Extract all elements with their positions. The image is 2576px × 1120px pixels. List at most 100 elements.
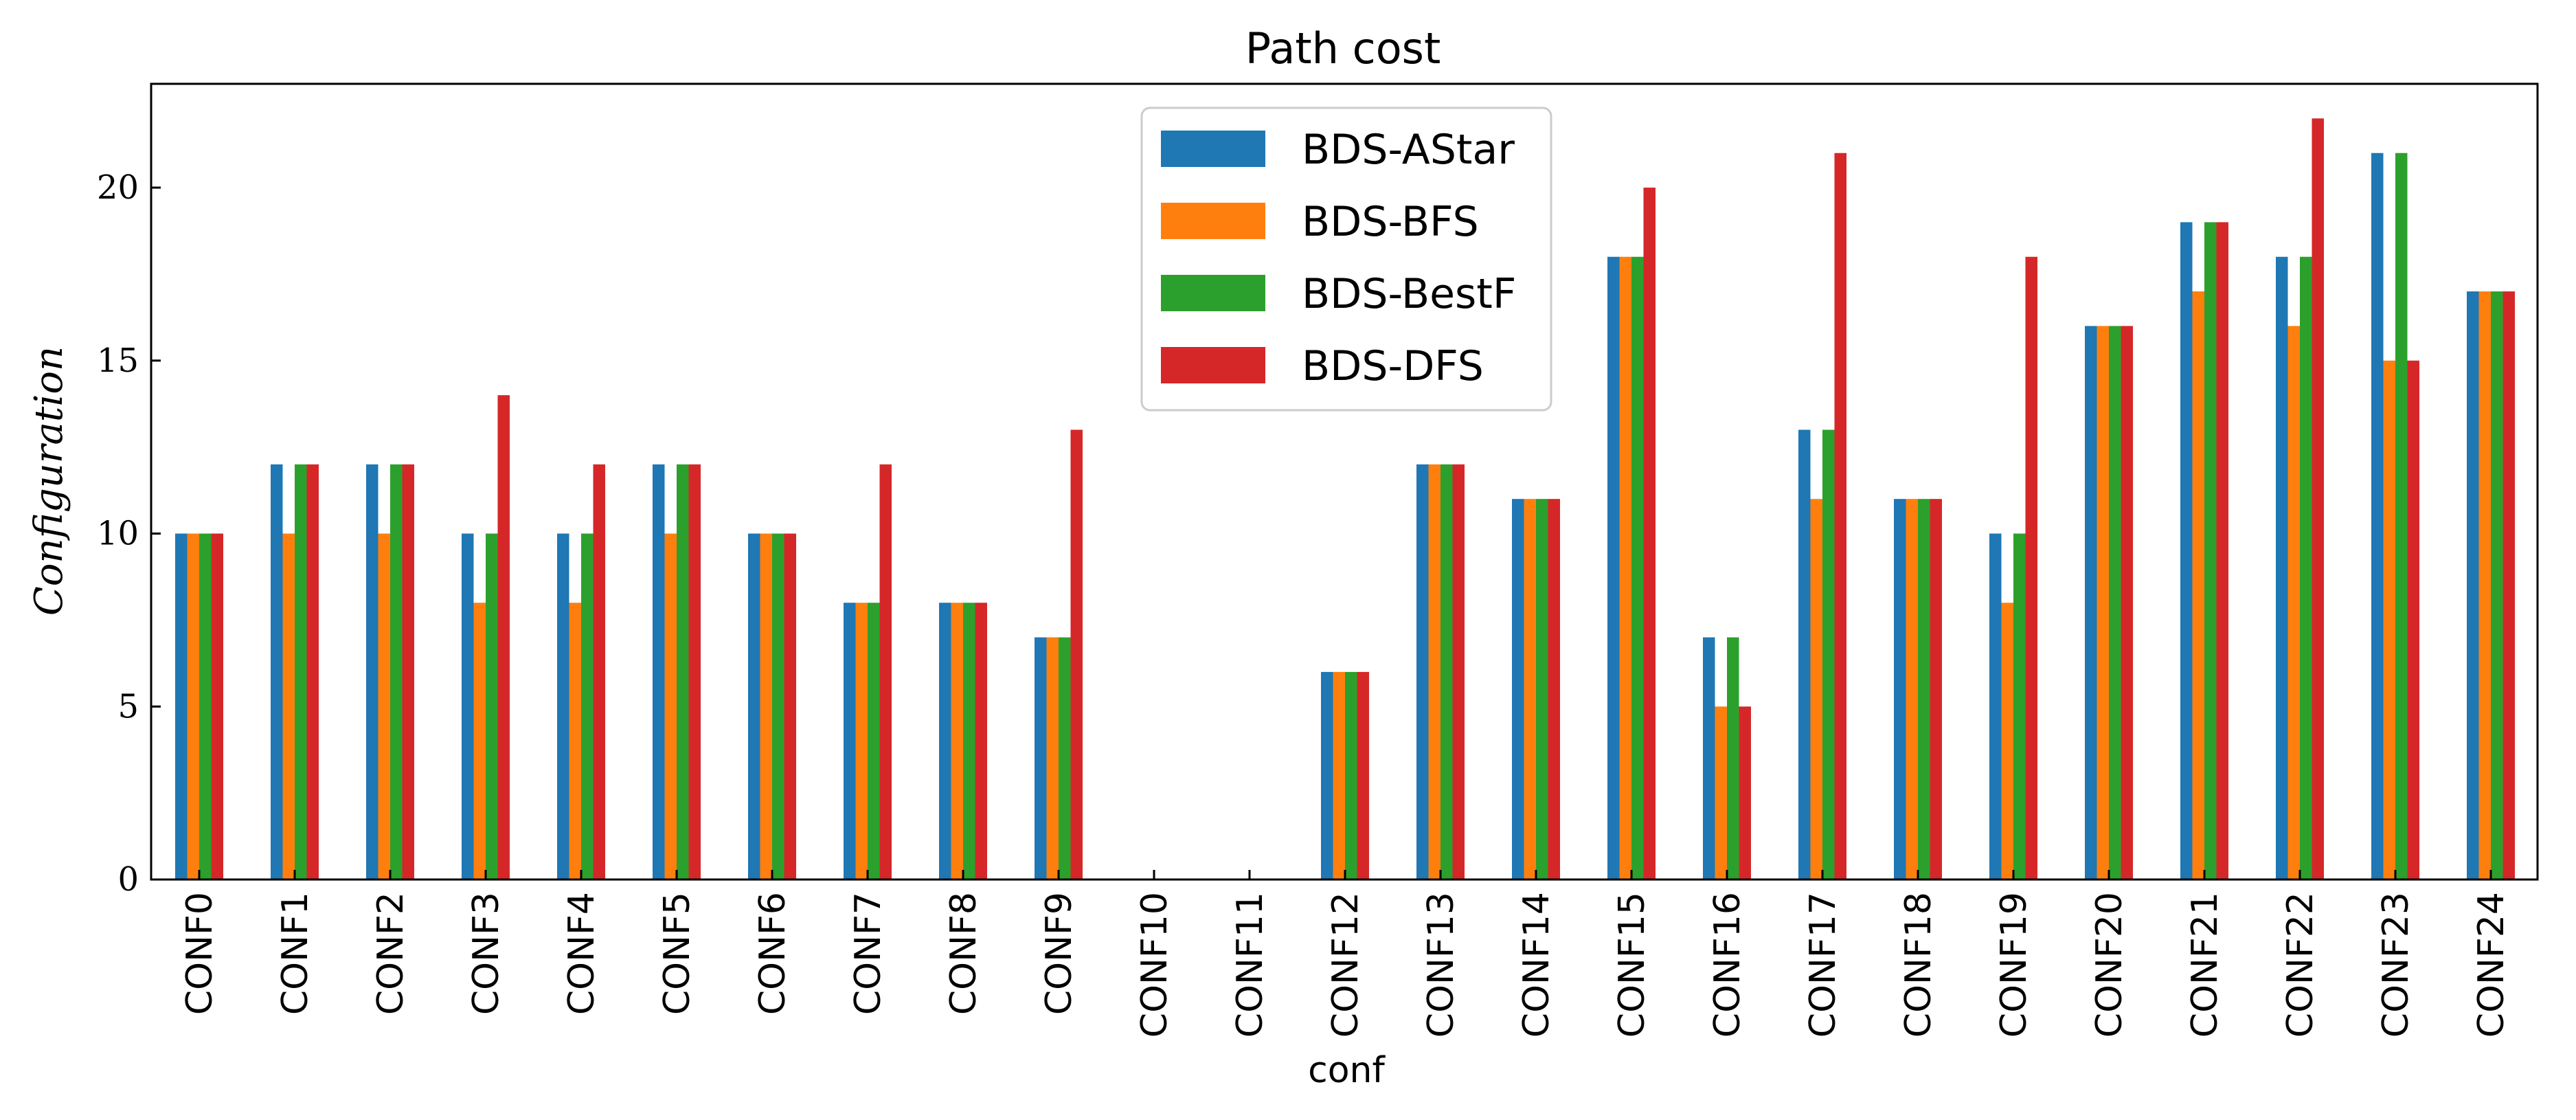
legend-label-BDS-BFS: BDS-BFS <box>1302 198 1479 246</box>
bar-BDS-BestF-CONF14 <box>1536 499 1548 880</box>
bar-BDS-BestF-CONF7 <box>868 603 880 880</box>
y-tick-label: 20 <box>97 168 139 207</box>
bar-BDS-BFS-CONF8 <box>951 603 963 880</box>
bar-BDS-DFS-CONF4 <box>593 464 605 880</box>
bar-BDS-DFS-CONF13 <box>1452 464 1465 880</box>
bar-BDS-DFS-CONF19 <box>2025 256 2037 880</box>
bar-BDS-DFS-CONF3 <box>497 395 510 880</box>
bar-BDS-DFS-CONF22 <box>2312 118 2324 880</box>
bar-BDS-AStar-CONF5 <box>653 464 665 880</box>
bar-BDS-DFS-CONF6 <box>784 533 796 880</box>
bar-BDS-BestF-CONF12 <box>1345 671 1357 880</box>
x-tick-label: CONF9 <box>1039 892 1080 1015</box>
legend-swatch-BDS-AStar <box>1161 131 1265 167</box>
x-tick-label: CONF12 <box>1325 892 1366 1038</box>
bar-BDS-AStar-CONF3 <box>462 533 474 880</box>
x-axis-label: conf <box>1308 1050 1386 1091</box>
bar-BDS-BFS-CONF17 <box>1810 499 1822 880</box>
legend-label-BDS-AStar: BDS-AStar <box>1302 126 1515 174</box>
x-tick-label: CONF8 <box>943 892 984 1015</box>
bar-BDS-BestF-CONF8 <box>963 603 975 880</box>
bar-BDS-BestF-CONF24 <box>2491 291 2503 880</box>
bar-BDS-BFS-CONF2 <box>378 533 390 880</box>
bar-BDS-BestF-CONF20 <box>2109 326 2121 880</box>
bar-BDS-BFS-CONF21 <box>2192 291 2204 880</box>
x-tick-label: CONF17 <box>1803 892 1844 1038</box>
bar-BDS-BFS-CONF1 <box>282 533 295 880</box>
bar-BDS-AStar-CONF14 <box>1512 499 1524 880</box>
x-tick-label: CONF13 <box>1421 892 1462 1038</box>
bar-BDS-BestF-CONF6 <box>772 533 784 880</box>
bar-BDS-BFS-CONF23 <box>2383 360 2395 880</box>
bar-BDS-DFS-CONF16 <box>1739 706 1751 880</box>
bar-BDS-BFS-CONF24 <box>2478 291 2491 880</box>
x-tick-label: CONF23 <box>2375 892 2417 1038</box>
bar-BDS-AStar-CONF4 <box>557 533 569 880</box>
bar-BDS-AStar-CONF12 <box>1321 671 1333 880</box>
bar-BDS-BFS-CONF22 <box>2287 326 2300 880</box>
bar-BDS-AStar-CONF13 <box>1416 464 1429 880</box>
bar-BDS-BestF-CONF19 <box>2013 533 2026 880</box>
bar-BDS-DFS-CONF18 <box>1930 499 1942 880</box>
bar-BDS-BFS-CONF3 <box>473 603 486 880</box>
y-axis: 0 5 10 15 20 <box>97 168 161 899</box>
bar-BDS-BestF-CONF4 <box>581 533 594 880</box>
bar-BDS-AStar-CONF19 <box>1989 533 2002 880</box>
bar-BDS-BFS-CONF9 <box>1046 637 1059 880</box>
bar-BDS-AStar-CONF1 <box>271 464 283 880</box>
bar-BDS-BFS-CONF19 <box>2001 603 2013 880</box>
bar-BDS-DFS-CONF12 <box>1357 671 1369 880</box>
bar-BDS-DFS-CONF8 <box>975 603 987 880</box>
bar-BDS-BestF-CONF22 <box>2300 256 2312 880</box>
bar-BDS-AStar-CONF20 <box>2085 326 2097 880</box>
bar-BDS-BestF-CONF0 <box>199 533 212 880</box>
bar-BDS-BestF-CONF16 <box>1727 637 1739 880</box>
bar-BDS-AStar-CONF15 <box>1607 256 1620 880</box>
y-tick-label: 10 <box>97 515 139 553</box>
x-tick-label: CONF1 <box>275 892 316 1015</box>
bar-BDS-BestF-CONF1 <box>295 464 307 880</box>
x-tick-label: CONF10 <box>1134 892 1175 1038</box>
bar-BDS-BestF-CONF13 <box>1440 464 1453 880</box>
y-tick-label: 5 <box>117 687 139 726</box>
x-tick-label: CONF18 <box>1898 892 1939 1038</box>
bar-BDS-BestF-CONF2 <box>390 464 403 880</box>
bar-BDS-BestF-CONF18 <box>1918 499 1930 880</box>
bar-BDS-AStar-CONF8 <box>939 603 951 880</box>
y-tick-label: 0 <box>117 860 139 899</box>
bar-BDS-AStar-CONF2 <box>366 464 379 880</box>
x-axis: CONF0 CONF1 CONF2 CONF3 CONF4 CONF5 CONF6 CONF7… <box>179 870 2512 1038</box>
legend-frame <box>1140 107 1552 412</box>
bar-BDS-DFS-CONF14 <box>1548 499 1560 880</box>
x-tick-label: CONF7 <box>848 892 889 1015</box>
bar-BDS-DFS-CONF24 <box>2502 291 2515 880</box>
legend-label-BDS-BestF: BDS-BestF <box>1302 270 1516 318</box>
x-tick-label: CONF2 <box>370 892 411 1015</box>
bar-BDS-DFS-CONF1 <box>306 464 319 880</box>
bar-BDS-DFS-CONF9 <box>1070 429 1083 880</box>
bar-BDS-AStar-CONF6 <box>748 533 760 880</box>
bar-BDS-BFS-CONF12 <box>1333 671 1345 880</box>
x-tick-label: CONF6 <box>752 892 793 1015</box>
x-tick-label: CONF4 <box>561 892 602 1015</box>
legend-swatch-BDS-DFS <box>1161 347 1265 383</box>
bar-BDS-AStar-CONF22 <box>2276 256 2288 880</box>
bar-BDS-BFS-CONF5 <box>664 533 677 880</box>
y-tick-label: 15 <box>97 341 139 380</box>
bar-BDS-AStar-CONF23 <box>2371 153 2384 880</box>
bar-BDS-BestF-CONF5 <box>677 464 689 880</box>
bar-BDS-AStar-CONF0 <box>175 533 188 880</box>
chart-title: Path cost <box>1245 23 1441 74</box>
bar-BDS-BFS-CONF4 <box>569 603 581 880</box>
x-tick-label: CONF0 <box>179 892 221 1015</box>
bar-BDS-DFS-CONF7 <box>879 464 892 880</box>
bar-BDS-BFS-CONF15 <box>1619 256 1631 880</box>
x-tick-label: CONF14 <box>1516 892 1557 1038</box>
bar-BDS-BFS-CONF13 <box>1428 464 1440 880</box>
bar-BDS-BFS-CONF0 <box>187 533 199 880</box>
legend-label-BDS-DFS: BDS-DFS <box>1302 342 1484 390</box>
bar-BDS-BFS-CONF18 <box>1906 499 1918 880</box>
bar-BDS-BFS-CONF20 <box>2097 326 2109 880</box>
bar-BDS-BestF-CONF17 <box>1822 429 1835 880</box>
